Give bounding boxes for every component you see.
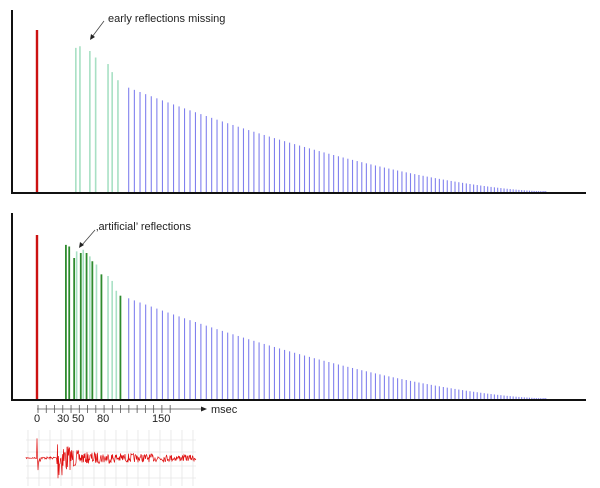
- bottom-chart-artificial-reflections: ‚artificial’ reflections: [11, 213, 586, 401]
- time-axis: 0 30 50 80 150 msec: [34, 404, 238, 425]
- waveform-trace: [25, 438, 197, 479]
- annotation-arrow-line-2: [81, 229, 96, 246]
- tick-label-30: 30: [57, 413, 69, 425]
- waveform-grid: [26, 430, 196, 486]
- tick-label-80: 80: [97, 413, 109, 425]
- time-axis-arrow-icon: [201, 406, 207, 412]
- axis-unit-label: msec: [211, 404, 238, 416]
- top-chart-missing-reflections: early reflections missing: [11, 10, 586, 194]
- tick-label-150: 150: [152, 413, 170, 425]
- annotation-arrow-head-icon-2: [79, 242, 84, 248]
- tick-label-50: 50: [72, 413, 84, 425]
- minor-ticks: [37, 405, 171, 413]
- tick-label-0: 0: [34, 413, 40, 425]
- bottom-bars: [35, 235, 547, 399]
- impulse-response-waveform: [25, 430, 197, 486]
- annotation-arrow-line: [91, 20, 105, 38]
- annotation-arrow-head-icon: [90, 34, 95, 40]
- annotation-early-missing: early reflections missing: [108, 13, 225, 25]
- annotation-artificial: ‚artificial’ reflections: [96, 221, 191, 233]
- top-bars: [35, 30, 547, 192]
